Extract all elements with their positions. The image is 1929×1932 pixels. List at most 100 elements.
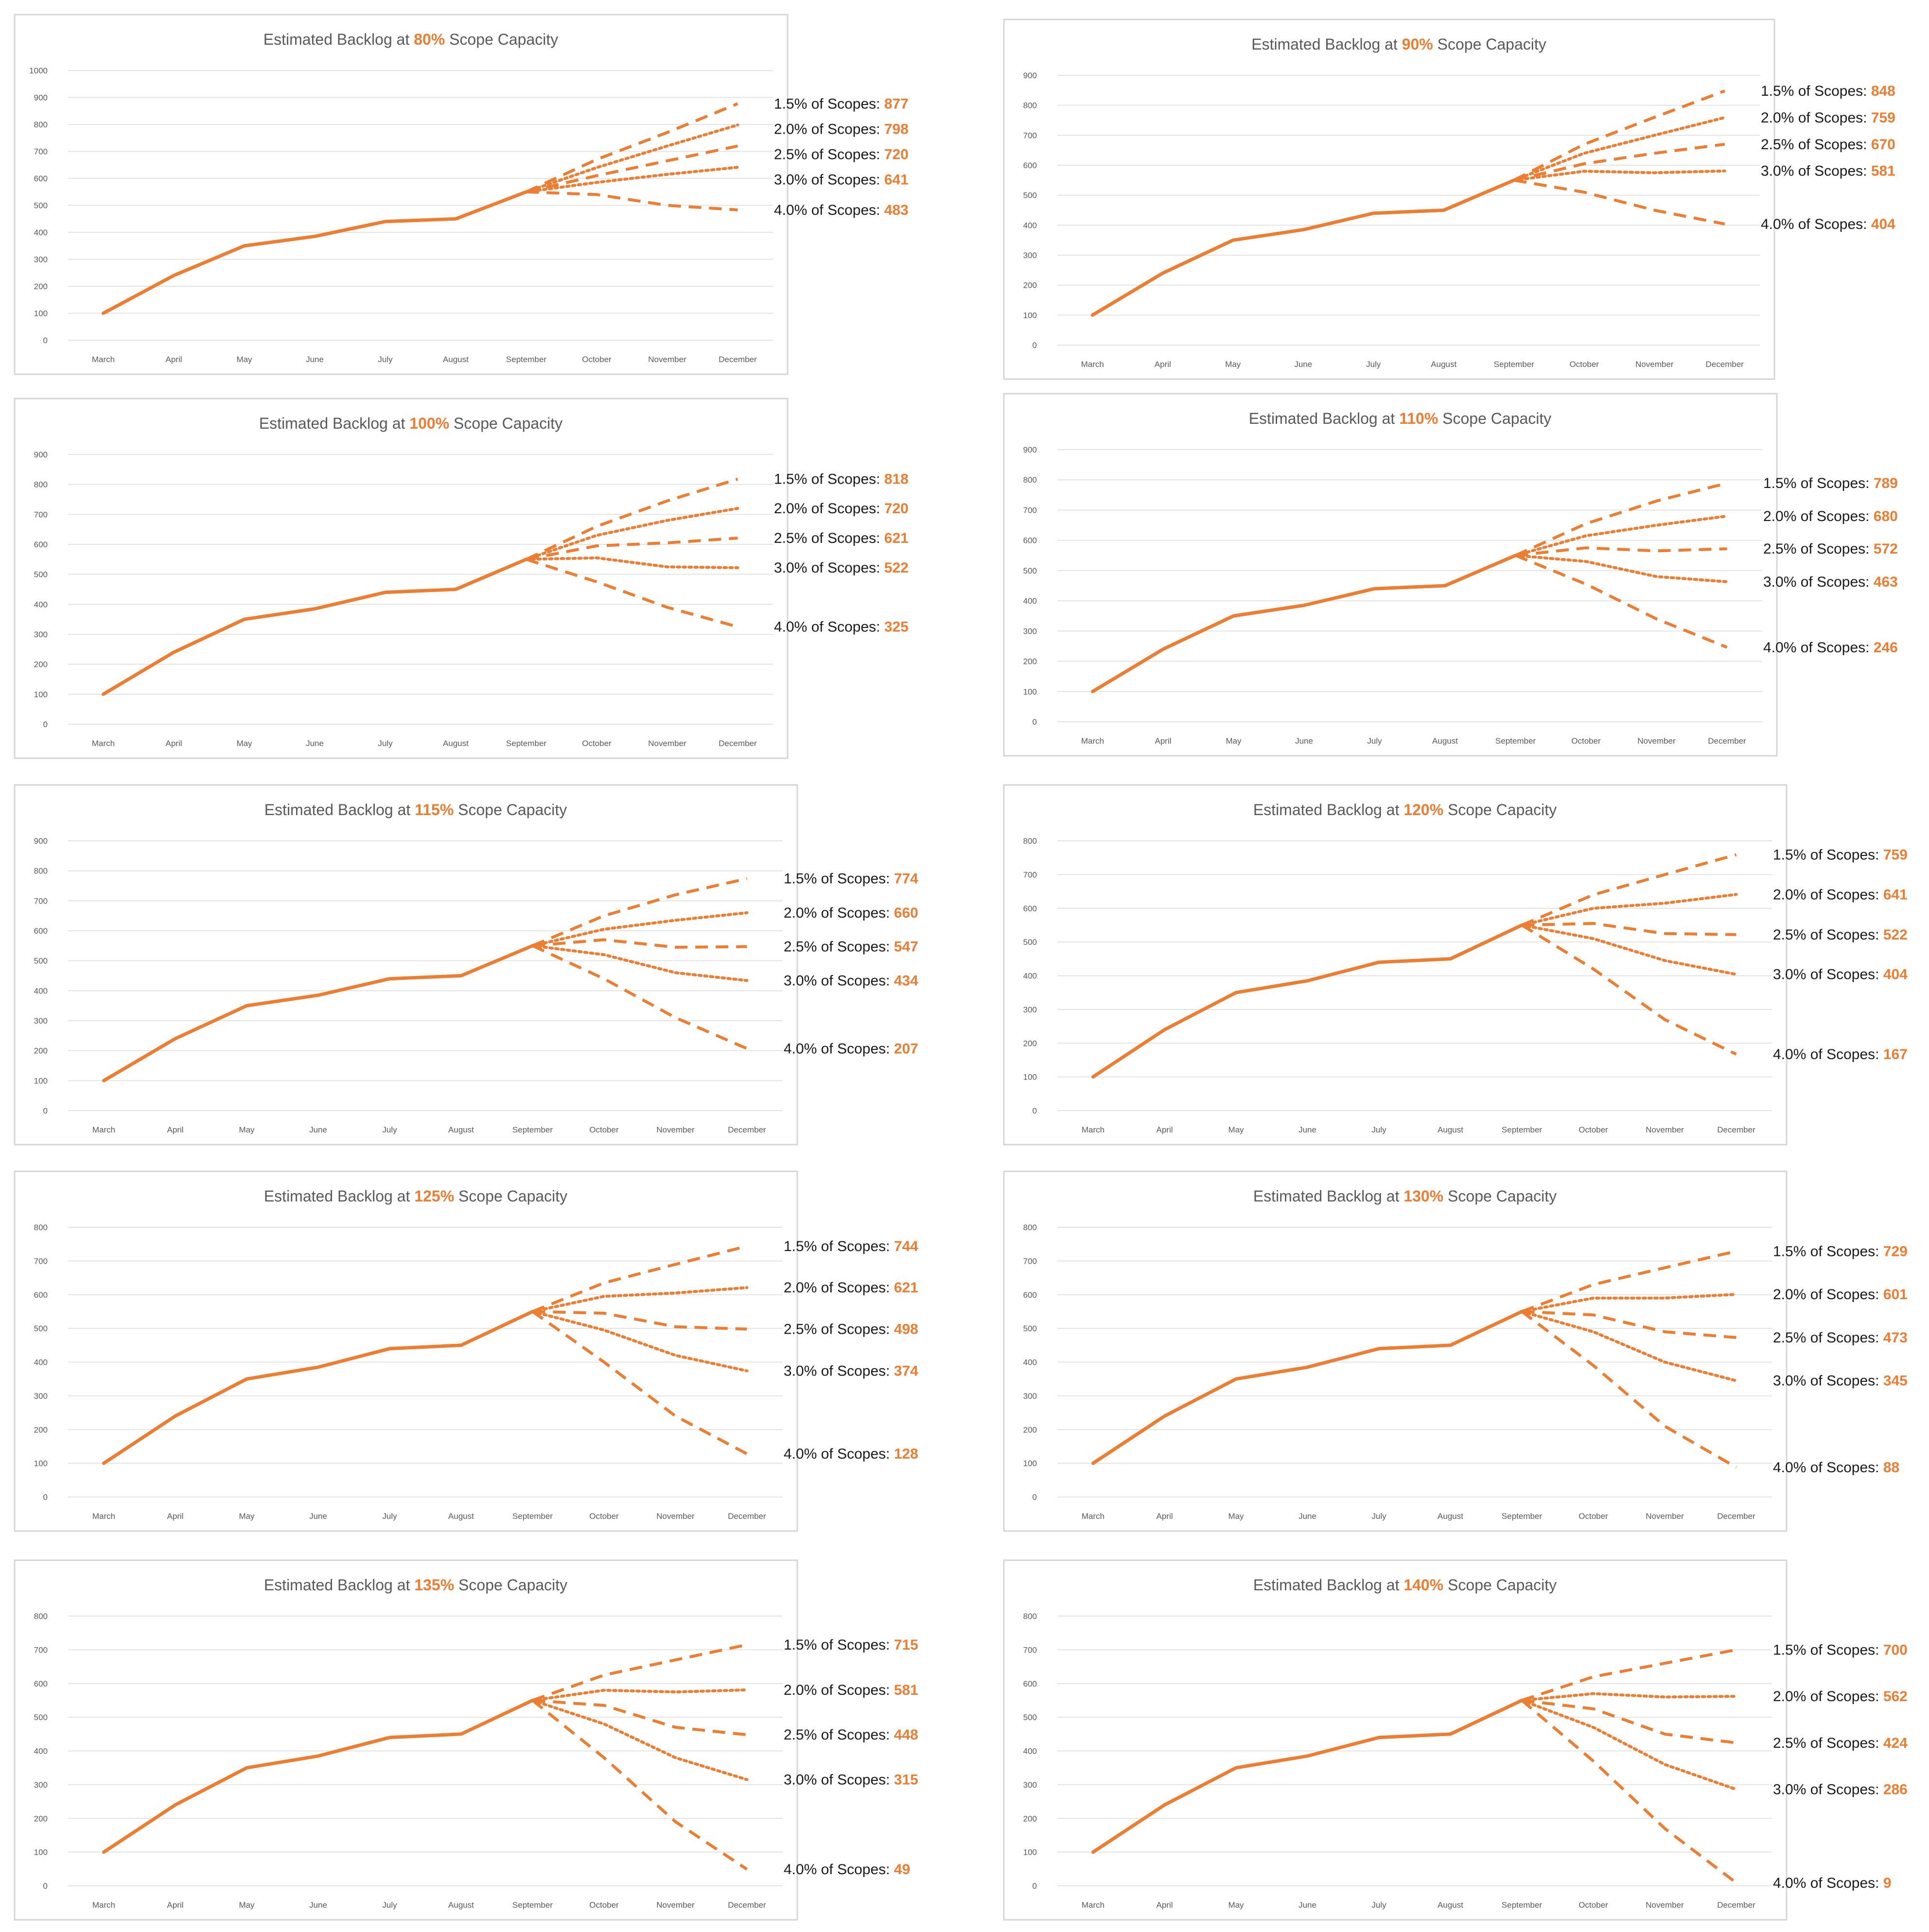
x-tick-label: July xyxy=(382,1512,397,1521)
y-tick-label: 300 xyxy=(1023,1005,1037,1014)
y-tick-label: 0 xyxy=(43,1106,48,1115)
projection-line xyxy=(1512,169,1726,182)
projection-value: 680 xyxy=(1874,508,1898,524)
y-tick-label: 900 xyxy=(1023,445,1037,454)
x-tick-label: May xyxy=(1228,1125,1244,1134)
projection-label: 4.0% of Scopes: 88 xyxy=(1773,1460,1899,1476)
y-tick-label: 100 xyxy=(34,1848,48,1857)
projection-line xyxy=(1521,923,1737,1056)
projection-value: 601 xyxy=(1883,1287,1908,1303)
projection-line xyxy=(531,1688,749,1702)
projection-value: 774 xyxy=(894,871,918,887)
y-tick-label: 100 xyxy=(34,1076,48,1085)
x-tick-label: September xyxy=(1495,736,1536,746)
projection-value: 315 xyxy=(894,1772,918,1788)
projection-label: 2.0% of Scopes: 581 xyxy=(784,1682,918,1698)
title-capacity: 120% xyxy=(1403,801,1443,818)
projection-line xyxy=(525,123,739,193)
y-tick-label: 600 xyxy=(34,174,48,183)
y-tick-label: 500 xyxy=(1023,1324,1037,1333)
y-tick-label: 0 xyxy=(43,1493,48,1502)
chart-title: Estimated Backlog at 80% Scope Capacity xyxy=(263,31,559,48)
x-tick-label: August xyxy=(1432,736,1458,746)
projection-line xyxy=(532,1699,747,1737)
y-tick-label: 500 xyxy=(34,1324,48,1333)
x-tick-label: March xyxy=(1082,1512,1105,1521)
x-tick-label: December xyxy=(1717,1512,1755,1521)
projection-value: 848 xyxy=(1871,83,1895,99)
x-tick-label: October xyxy=(582,739,612,748)
projection-value: 729 xyxy=(1883,1243,1908,1259)
x-tick-label: October xyxy=(1571,736,1601,746)
y-tick-label: 900 xyxy=(34,450,48,459)
backlog-history-line xyxy=(1091,923,1524,1079)
projection-line xyxy=(532,1244,748,1313)
y-tick-label: 300 xyxy=(34,1392,48,1401)
x-tick-label: September xyxy=(1502,1900,1542,1910)
projection-value: 128 xyxy=(894,1446,918,1462)
y-tick-label: 600 xyxy=(1023,536,1037,545)
y-tick-label: 200 xyxy=(34,282,48,291)
y-tick-label: 100 xyxy=(1023,1459,1037,1468)
projection-value: 581 xyxy=(1871,163,1895,179)
projection-value: 621 xyxy=(884,530,909,546)
x-tick-label: October xyxy=(1578,1125,1608,1134)
y-tick-label: 700 xyxy=(1023,1256,1037,1266)
y-tick-label: 700 xyxy=(34,1256,48,1266)
projection-line xyxy=(525,556,739,570)
backlog-history-line xyxy=(102,1698,534,1854)
projection-value: 877 xyxy=(884,96,909,112)
backlog-history-line xyxy=(102,1309,534,1465)
x-tick-label: December xyxy=(728,1125,766,1134)
x-tick-label: March xyxy=(92,739,115,748)
y-tick-label: 500 xyxy=(1023,566,1037,575)
projection-label: 4.0% of Scopes: 325 xyxy=(774,619,909,635)
y-tick-label: 400 xyxy=(34,228,48,237)
x-tick-label: March xyxy=(1082,1125,1105,1134)
projection-line xyxy=(532,938,747,949)
x-tick-label: October xyxy=(1578,1512,1608,1521)
y-tick-label: 300 xyxy=(34,1780,48,1790)
title-capacity: 135% xyxy=(414,1576,454,1594)
y-tick-label: 0 xyxy=(1033,717,1037,727)
projection-value: 448 xyxy=(894,1727,918,1743)
y-tick-label: 0 xyxy=(1033,341,1037,350)
x-tick-label: May xyxy=(236,739,252,748)
projection-line xyxy=(532,877,748,947)
projection-label: 2.0% of Scopes: 641 xyxy=(1773,887,1908,903)
y-tick-label: 800 xyxy=(1023,101,1037,110)
x-tick-label: July xyxy=(1371,1125,1386,1134)
x-tick-label: November xyxy=(656,1900,695,1910)
y-tick-label: 400 xyxy=(1023,972,1037,981)
projection-label: 3.0% of Scopes: 581 xyxy=(1761,163,1895,179)
y-tick-label: 100 xyxy=(1023,311,1037,320)
chart-6: Estimated Backlog at 120% Scope Capacity… xyxy=(1003,784,1908,1146)
x-tick-label: September xyxy=(506,355,546,364)
x-tick-label: September xyxy=(1494,360,1534,369)
projection-value: 547 xyxy=(894,939,918,955)
x-tick-label: December xyxy=(1708,736,1746,746)
projection-line xyxy=(1514,514,1729,557)
y-tick-label: 800 xyxy=(1023,1612,1037,1621)
title-capacity: 130% xyxy=(1403,1187,1443,1205)
projection-value: 744 xyxy=(894,1238,918,1254)
x-tick-label: August xyxy=(448,1512,474,1521)
projection-value: 498 xyxy=(894,1322,918,1338)
x-tick-label: November xyxy=(1637,736,1676,746)
chart-9: Estimated Backlog at 135% Scope Capacity… xyxy=(14,1559,918,1921)
projection-label: 2.0% of Scopes: 798 xyxy=(774,121,909,137)
x-tick-label: July xyxy=(378,739,393,748)
projection-line xyxy=(525,507,739,561)
projection-line xyxy=(531,1699,749,1781)
y-tick-label: 400 xyxy=(34,1358,48,1367)
x-tick-label: August xyxy=(443,739,469,748)
projection-label: 3.0% of Scopes: 345 xyxy=(1773,1373,1908,1389)
y-tick-label: 500 xyxy=(1023,191,1037,200)
x-tick-label: September xyxy=(512,1125,553,1134)
x-tick-label: July xyxy=(1366,360,1381,369)
y-tick-label: 300 xyxy=(1023,1780,1037,1790)
projection-line xyxy=(532,1643,748,1702)
y-tick-label: 500 xyxy=(34,201,48,210)
projection-label: 1.5% of Scopes: 729 xyxy=(1773,1243,1908,1259)
x-tick-label: June xyxy=(1298,1512,1316,1521)
